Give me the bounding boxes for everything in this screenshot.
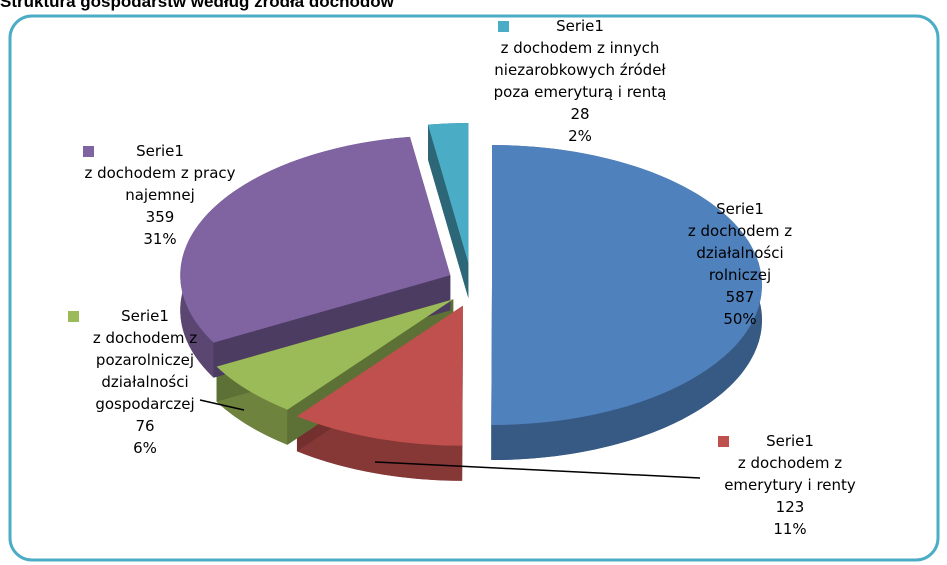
leader-line [199, 399, 245, 411]
percent-label: 2% [568, 127, 592, 145]
data-label: Serie1 z dochodem z pozarolniczej działal… [60, 305, 230, 459]
percent-label: 6% [133, 439, 157, 457]
slice [428, 123, 469, 264]
value-label: 28 [570, 105, 590, 123]
frame [8, 14, 940, 562]
data-label: Serie1 z dochodem z działalności rolnicze… [675, 198, 805, 330]
percent-label: 31% [143, 230, 177, 248]
data-label: Serie1 z dochodem z pracy najemnej 359 31% [75, 140, 245, 250]
category-label: z dochodem z działalności rolniczej [687, 222, 793, 284]
series-name: Serie1 [136, 142, 184, 160]
series-name: Serie1 [716, 200, 764, 218]
slice-side [462, 305, 463, 481]
category-label: z dochodem z emerytury i renty [724, 454, 856, 494]
legend-key [498, 21, 509, 32]
chart-title: Struktura gospodarstw według źródła doch… [0, 0, 394, 11]
category-label: z dochodem z innych niezarobkowych źróde… [493, 39, 667, 101]
category-label: z dochodem z pracy najemnej [84, 164, 236, 204]
slice [216, 299, 454, 410]
slice [296, 305, 463, 446]
value-label: 587 [725, 288, 755, 306]
leader-line [374, 461, 701, 479]
data-label: Serie1 z dochodem z innych niezarobkowych… [490, 15, 670, 147]
value-label: 359 [145, 208, 175, 226]
slice-side [428, 124, 469, 299]
series-name: Serie1 [556, 17, 604, 35]
series-name: Serie1 [766, 432, 814, 450]
legend-key [718, 436, 729, 447]
slice [180, 136, 451, 343]
data-label: Serie1 z dochodem z emerytury i renty 123 1… [710, 430, 870, 540]
percent-label: 11% [773, 520, 807, 538]
series-name: Serie1 [121, 307, 169, 325]
value-label: 123 [775, 498, 805, 516]
percent-label: 50% [723, 310, 757, 328]
legend-key [68, 311, 79, 322]
legend-key [683, 204, 694, 215]
slice [491, 145, 763, 426]
legend-key [83, 146, 94, 157]
value-label: 76 [135, 417, 155, 435]
category-label: z dochodem z pozarolniczej działalności … [92, 329, 198, 413]
